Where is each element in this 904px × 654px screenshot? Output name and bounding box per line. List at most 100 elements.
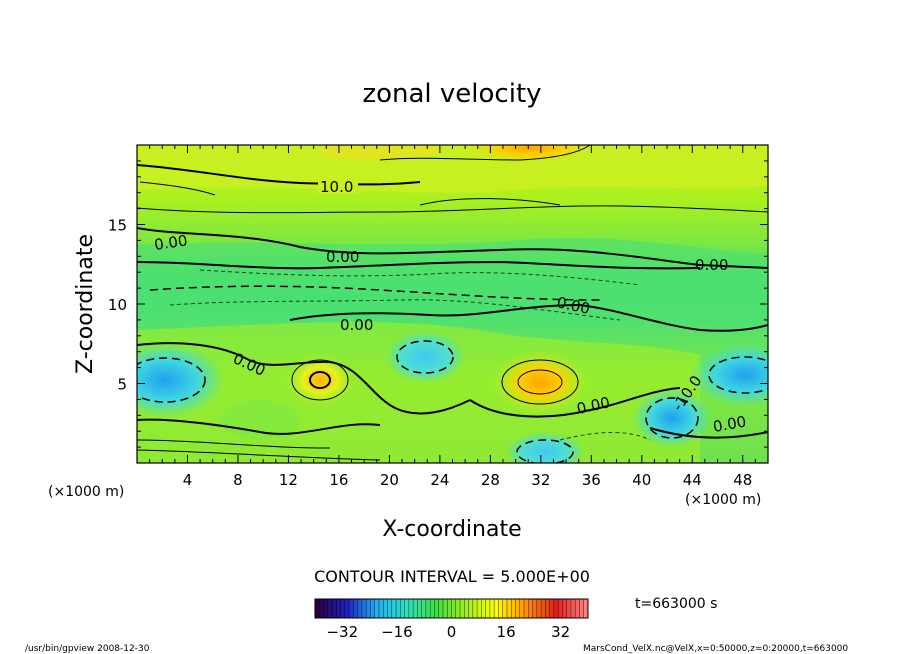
colorbar-swatch [447, 599, 452, 618]
axis-ticks [137, 145, 768, 463]
colorbar-swatch [315, 599, 320, 618]
x-tick-label: 32 [531, 471, 550, 489]
x-tick-label: 24 [430, 471, 449, 489]
colorbar-swatch [332, 599, 337, 618]
plot-field [137, 145, 768, 463]
colorbar-tick-labels: −32 −16 0 16 32 [326, 623, 570, 641]
colorbar-swatch [545, 599, 551, 618]
colorbar-swatch [541, 599, 546, 618]
colorbar-swatch [536, 599, 542, 618]
colorbar-swatch [391, 599, 397, 618]
contour-label: 0.00 [326, 248, 359, 266]
colorbar-swatch [383, 599, 389, 618]
colorbar-swatch [361, 599, 367, 618]
colorbar-swatch [472, 599, 478, 618]
contour-interval-text: CONTOUR INTERVAL = 5.000E+00 [314, 567, 590, 586]
colorbar-swatch [413, 599, 418, 618]
colorbar-swatch [558, 599, 563, 618]
colorbar-tick-label: 32 [551, 623, 570, 641]
time-label: t=663000 s [635, 596, 717, 612]
footer-right: MarsCond_VelX.nc@VelX,x=0:50000,z=0:2000… [583, 644, 848, 654]
x-unit-label: (×1000 m) [685, 492, 761, 508]
colorbar-swatch [515, 599, 521, 618]
colorbar-swatch [528, 599, 534, 618]
x-tick-label: 16 [329, 471, 348, 489]
zero-contours [137, 164, 768, 439]
colorbar-swatch [481, 599, 487, 618]
x-tick-label: 48 [733, 471, 752, 489]
x-tick-label: 40 [632, 471, 651, 489]
colorbar-swatch [387, 599, 393, 618]
positive-contours [137, 145, 768, 461]
y-tick-labels: 5 10 15 [108, 217, 127, 394]
colorbar-swatch [370, 599, 376, 618]
colorbar-swatch [519, 599, 525, 618]
y-tick-label: 15 [108, 217, 127, 235]
colorbar-swatch [404, 599, 410, 618]
colorbar-swatch [417, 599, 423, 618]
colorbar-swatch [378, 599, 384, 618]
colorbar-swatch [400, 599, 406, 618]
colorbar-swatch [502, 599, 508, 618]
chart-title: zonal velocity [362, 79, 541, 109]
colorbar-swatch [477, 599, 482, 618]
colorbar-swatch [451, 599, 457, 618]
colorbar-swatch [498, 599, 504, 618]
y-tick-label: 5 [117, 376, 127, 394]
colorbar-swatch [575, 599, 580, 618]
colorbar-swatch [344, 599, 350, 618]
contour-label: 0.00 [712, 412, 748, 436]
colorbar-swatch [430, 599, 435, 618]
colorbar-swatch [485, 599, 491, 618]
negative-contours [137, 285, 768, 463]
colorbar-swatch [489, 599, 495, 618]
x-tick-label: 28 [481, 471, 500, 489]
x-tick-label: 12 [279, 471, 298, 489]
colorbar-swatch [438, 599, 444, 618]
x-tick-label: 4 [183, 471, 193, 489]
colorbar-swatch [425, 599, 431, 618]
colorbar-swatch [349, 599, 354, 618]
colorbar [315, 599, 589, 618]
colorbar-swatch [442, 599, 448, 618]
x-tick-label: 8 [233, 471, 243, 489]
footer-left: /usr/bin/gpview 2008-12-30 [25, 644, 150, 654]
contour-label: 10.0 [320, 178, 353, 196]
colorbar-tick-label: −16 [381, 623, 413, 641]
contour-labels: 10.0 0.00 0.00 0.00 0.00 0.00 0.00 0.00 … [153, 178, 748, 436]
colorbar-swatch [396, 599, 401, 618]
colorbar-tick-label: 16 [497, 623, 516, 641]
colorbar-swatch [366, 599, 371, 618]
colorbar-swatch [340, 599, 346, 618]
colorbar-frame [314, 598, 589, 619]
colorbar-swatch [434, 599, 440, 618]
colorbar-swatch [468, 599, 474, 618]
colorbar-swatch [570, 599, 576, 618]
x-tick-labels: 4 8 12 16 20 24 28 32 36 40 44 48 [183, 471, 753, 489]
colorbar-swatch [319, 599, 325, 618]
colorbar-swatch [494, 599, 499, 618]
colorbar-swatch [374, 599, 380, 618]
colorbar-swatch [506, 599, 512, 618]
y-axis-label: Z-coordinate [73, 234, 98, 374]
x-tick-label: 36 [582, 471, 601, 489]
contour-label: 0.00 [695, 256, 728, 274]
colorbar-tick-label: 0 [447, 623, 457, 641]
colorbar-swatch [464, 599, 470, 618]
colorbar-swatch [583, 599, 589, 618]
colorbar-swatch [460, 599, 465, 618]
colorbar-swatch [421, 599, 427, 618]
colorbar-swatch [327, 599, 333, 618]
colorbar-swatch [511, 599, 516, 618]
contour-label: 0.00 [153, 231, 189, 253]
negative-fine-contours [169, 269, 651, 441]
x-axis-label: X-coordinate [382, 517, 521, 542]
colorbar-swatch [323, 599, 329, 618]
colorbar-swatch [455, 599, 461, 618]
colorbar-swatch [566, 599, 572, 618]
contour-label: 0.00 [340, 316, 373, 334]
colorbar-swatch [532, 599, 538, 618]
x-tick-label: 44 [683, 471, 702, 489]
x-tick-label: 20 [380, 471, 399, 489]
